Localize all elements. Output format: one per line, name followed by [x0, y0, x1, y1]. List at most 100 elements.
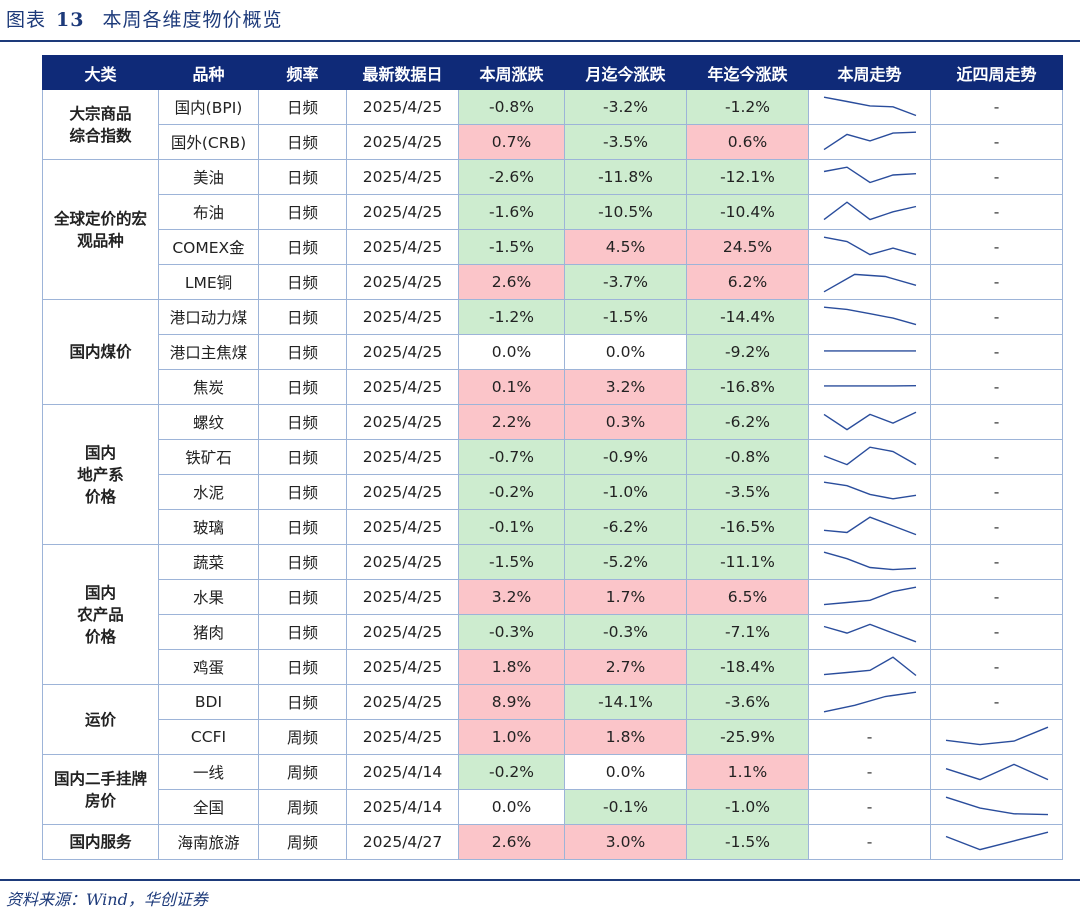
sparkline-series [823, 306, 916, 326]
sparkline-chart [823, 551, 916, 571]
category-label: 房价 [84, 791, 116, 810]
mtd-change-cell: -1.5% [564, 299, 687, 335]
sparkline-series [823, 656, 916, 677]
sparkline-chart [945, 726, 1048, 746]
frequency-cell: 周频 [258, 789, 347, 825]
sparkline-chart [823, 385, 916, 387]
sparkline-chart [823, 623, 916, 643]
four-week-trend-cell: - [930, 334, 1063, 370]
ytd-change-cell: -7.1% [686, 614, 809, 650]
sparkline-series [945, 726, 1048, 746]
table-row: 全国 周频 2025/4/14 0.0% -0.1% -1.0% - [43, 789, 1063, 825]
week-change-cell: -1.5% [458, 229, 565, 265]
week-trend-cell: - [808, 719, 931, 755]
sparkline-chart [823, 96, 916, 117]
item-cell: 鸡蛋 [158, 649, 259, 685]
four-week-trend-cell: - [930, 229, 1063, 265]
ytd-change-cell: -25.9% [686, 719, 809, 755]
sparkline-chart [945, 831, 1048, 851]
ytd-change-cell: 1.1% [686, 754, 809, 790]
date-cell: 2025/4/25 [346, 614, 459, 650]
week-trend-cell [808, 684, 931, 720]
frequency-cell: 日频 [258, 159, 347, 195]
frequency-cell: 日频 [258, 649, 347, 685]
category-cell: 全球定价的宏 观品种 [42, 159, 159, 300]
category-cell: 国内服务 [42, 824, 159, 860]
date-cell: 2025/4/25 [346, 124, 459, 160]
date-cell: 2025/4/25 [346, 474, 459, 510]
table-row: 国内煤价 港口动力煤 日频 2025/4/25 -1.2% -1.5% -14.4% - [42, 299, 1063, 405]
four-week-trend-cell: - [930, 89, 1063, 125]
ytd-change-cell: -16.8% [686, 369, 809, 405]
table-row: 焦炭 日频 2025/4/25 0.1% 3.2% -16.8% - [43, 369, 1063, 405]
frequency-cell: 日频 [258, 474, 347, 510]
item-cell: 港口主焦煤 [158, 334, 259, 370]
sparkline-chart [823, 411, 916, 431]
week-trend-cell [808, 649, 931, 685]
category-label: 国内服务 [69, 833, 132, 851]
ytd-change-cell: -14.4% [686, 299, 809, 335]
week-change-cell: -1.5% [458, 544, 565, 580]
table-row: CCFI 周频 2025/4/25 1.0% 1.8% -25.9% - [43, 719, 1063, 755]
col-header-mtd-change: 月迄今涨跌 [564, 55, 687, 90]
frequency-cell: 周频 [258, 754, 347, 790]
table-row: 鸡蛋 日频 2025/4/25 1.8% 2.7% -18.4% - [43, 649, 1063, 685]
item-cell: 蔬菜 [158, 544, 259, 580]
date-cell: 2025/4/25 [346, 404, 459, 440]
ytd-change-cell: -12.1% [686, 159, 809, 195]
week-trend-cell [808, 509, 931, 545]
week-change-cell: -1.2% [458, 299, 565, 335]
table-row: 国内 农产品 价格 蔬菜 日频 2025/4/25 -1.5% -5.2% -11.1% - [42, 544, 1063, 685]
four-week-trend-cell: - [930, 299, 1063, 335]
week-change-cell: 0.0% [458, 334, 565, 370]
mtd-change-cell: -3.5% [564, 124, 687, 160]
sparkline-series [945, 763, 1048, 781]
frequency-cell: 日频 [258, 369, 347, 405]
date-cell: 2025/4/25 [346, 264, 459, 300]
sparkline-series [823, 586, 916, 606]
table-row: LME铜 日频 2025/4/25 2.6% -3.7% 6.2% - [43, 264, 1063, 300]
week-change-cell: 1.8% [458, 649, 565, 685]
item-cell: 美油 [158, 159, 259, 195]
col-header-date: 最新数据日 [346, 55, 459, 90]
four-week-trend-cell: - [930, 439, 1063, 475]
figure-number: 13 [56, 9, 85, 31]
ytd-change-cell: -0.8% [686, 439, 809, 475]
sparkline-chart [823, 236, 916, 256]
frequency-cell: 日频 [258, 264, 347, 300]
mtd-change-cell: -0.3% [564, 614, 687, 650]
item-cell: 全国 [158, 789, 259, 825]
date-cell: 2025/4/25 [346, 439, 459, 475]
sparkline-chart [823, 481, 916, 500]
ytd-change-cell: 0.6% [686, 124, 809, 160]
four-week-trend-cell: - [930, 474, 1063, 510]
four-week-trend-cell: - [930, 124, 1063, 160]
table-row: 国内 地产系 价格 螺纹 日频 2025/4/25 2.2% 0.3% -6.2% - [42, 404, 1063, 545]
item-cell: 玻璃 [158, 509, 259, 545]
sparkline-series [823, 446, 916, 466]
sparkline-series [823, 481, 916, 500]
week-change-cell: -0.2% [458, 754, 565, 790]
sparkline-series [823, 411, 916, 431]
table-row: 大宗商品 综合指数 国内(BPI) 日频 2025/4/25 -0.8% -3.2% -1.2… [42, 89, 1063, 160]
week-change-cell: 0.0% [458, 789, 565, 825]
date-cell: 2025/4/25 [346, 509, 459, 545]
week-change-cell: -1.6% [458, 194, 565, 230]
ytd-change-cell: -16.5% [686, 509, 809, 545]
category-label: 观品种 [77, 231, 124, 250]
sparkline-chart [823, 586, 916, 606]
category-cell: 大宗商品 综合指数 [42, 89, 159, 160]
table-row: 运价 BDI 日频 2025/4/25 8.9% -14.1% -3.6% - [42, 684, 1063, 755]
frequency-cell: 日频 [258, 334, 347, 370]
item-cell: COMEX金 [158, 229, 259, 265]
table-row: 国内服务 海南旅游 周频 2025/4/27 2.6% 3.0% -1.5% - [42, 824, 1063, 860]
category-label: 全球定价的宏 [53, 209, 147, 228]
ytd-change-cell: 6.2% [686, 264, 809, 300]
week-change-cell: 0.7% [458, 124, 565, 160]
frequency-cell: 周频 [258, 719, 347, 755]
category-cell: 国内 地产系 价格 [42, 404, 159, 545]
week-change-cell: 2.6% [458, 824, 565, 860]
sparkline-chart [823, 273, 916, 293]
frequency-cell: 日频 [258, 614, 347, 650]
category-cell: 国内煤价 [42, 299, 159, 405]
